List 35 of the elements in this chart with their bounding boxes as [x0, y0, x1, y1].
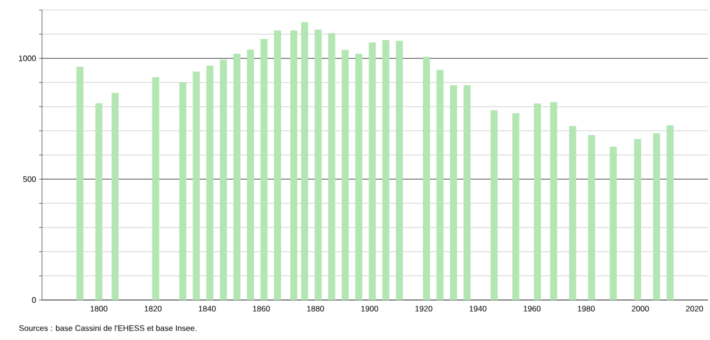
bar [382, 40, 390, 300]
bar [206, 66, 214, 300]
bar [396, 40, 403, 300]
bar [490, 110, 498, 300]
bar [112, 92, 119, 300]
bar [192, 72, 200, 300]
bar [666, 125, 674, 300]
bar [342, 50, 349, 300]
bar [634, 139, 642, 300]
bar [260, 38, 268, 300]
bar [512, 113, 520, 300]
bar [301, 22, 308, 300]
bar [450, 85, 458, 300]
bar [653, 133, 660, 300]
bar [274, 30, 282, 300]
bar [220, 60, 227, 300]
bar [534, 104, 541, 300]
bar [246, 50, 254, 300]
bar [290, 30, 298, 300]
bar [550, 102, 558, 300]
bar [422, 56, 430, 300]
bar [233, 54, 240, 300]
bar [588, 134, 596, 300]
bar [368, 42, 376, 300]
bar [76, 66, 84, 300]
bar [179, 82, 186, 300]
bar [328, 32, 336, 300]
bar [436, 70, 444, 300]
bar [95, 103, 102, 300]
bar [464, 85, 471, 300]
bar [314, 30, 322, 300]
bar [152, 77, 160, 300]
bar [355, 54, 362, 300]
bar [569, 126, 576, 300]
bar [610, 146, 617, 300]
